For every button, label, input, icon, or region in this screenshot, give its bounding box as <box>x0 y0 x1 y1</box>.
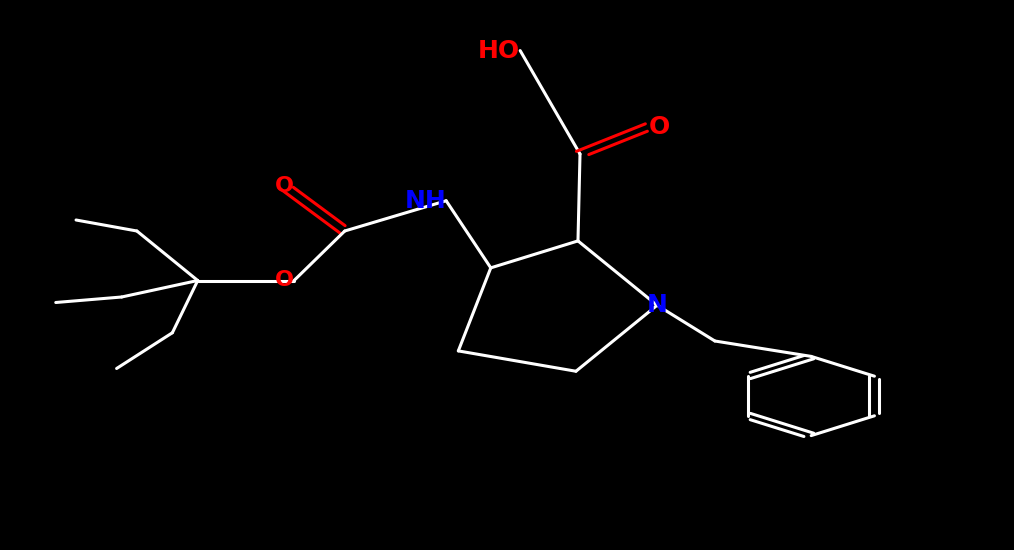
Text: N: N <box>647 293 667 317</box>
Text: HO: HO <box>478 39 520 63</box>
Text: O: O <box>649 114 670 139</box>
Text: O: O <box>275 176 293 196</box>
Text: O: O <box>275 271 294 290</box>
Text: NH: NH <box>405 189 446 213</box>
